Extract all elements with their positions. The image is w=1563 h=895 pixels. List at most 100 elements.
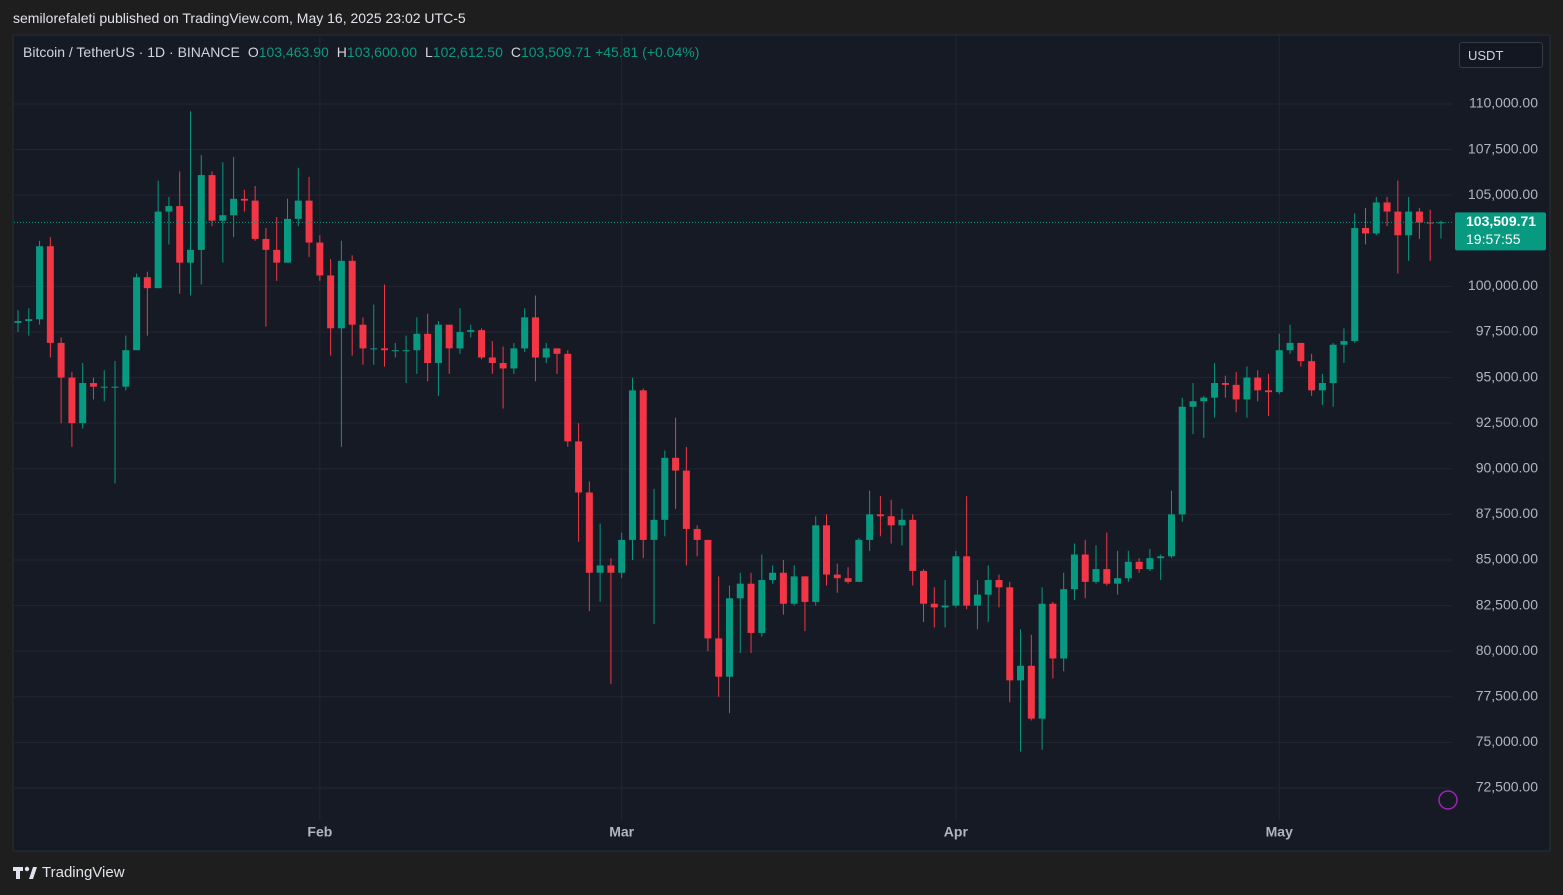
candle-body <box>402 350 410 352</box>
alert-icon[interactable] <box>1438 790 1458 810</box>
candle-body <box>230 198 238 216</box>
candle-body <box>823 525 830 575</box>
candle-body <box>488 357 496 363</box>
candle-body <box>769 572 777 581</box>
candle-body <box>575 441 583 493</box>
candle-body <box>1027 665 1035 719</box>
attribution: semilorefaleti published on TradingView.… <box>13 10 466 26</box>
y-tick-label: 87,500.00 <box>1476 505 1538 521</box>
candle-body <box>1211 383 1219 398</box>
candle-body <box>1124 561 1132 579</box>
candle-body <box>1351 227 1359 342</box>
candle-body <box>1038 603 1046 719</box>
candle-body <box>1157 556 1165 559</box>
candle-body <box>1103 569 1111 584</box>
candle-body <box>1232 384 1240 400</box>
candle-body <box>1200 397 1208 402</box>
y-tick-label: 80,000.00 <box>1476 642 1538 658</box>
candle-body <box>866 514 874 540</box>
y-tick-label: 105,000.00 <box>1468 186 1538 202</box>
candle-body <box>273 249 281 263</box>
candle-body <box>510 348 518 369</box>
candle-body <box>682 470 690 529</box>
candle-body <box>1286 342 1294 351</box>
candle-body <box>1146 558 1154 570</box>
candle-body <box>294 200 302 219</box>
candle-body <box>758 580 766 633</box>
y-tick-label: 90,000.00 <box>1476 459 1538 475</box>
candle-body <box>596 565 604 573</box>
candle-body <box>143 277 151 289</box>
candle-body <box>57 342 65 378</box>
ohlc-value: 102,612.50 <box>432 44 503 60</box>
candle-body <box>812 525 820 602</box>
candle-body <box>1405 211 1413 236</box>
x-tick-label: Apr <box>944 824 969 840</box>
candle-body <box>1415 211 1423 223</box>
candle-body <box>89 383 97 387</box>
candle-body <box>122 350 130 387</box>
y-tick-label: 97,500.00 <box>1476 323 1538 339</box>
candle-body <box>165 206 173 212</box>
chart-panel <box>12 34 1551 852</box>
candle-body <box>467 330 475 332</box>
candle-body <box>434 324 442 363</box>
candle-body <box>1308 361 1316 391</box>
candle-body <box>197 175 205 250</box>
candle-body <box>628 390 636 540</box>
ohlc-value: 103,600.00 <box>346 44 417 60</box>
candle-body <box>499 362 507 369</box>
y-tick-label: 85,000.00 <box>1476 551 1538 567</box>
candle-body <box>1437 222 1445 224</box>
candle-body <box>25 319 33 322</box>
candle-body <box>14 321 22 323</box>
candle-body <box>952 556 960 606</box>
candle-body <box>327 275 335 329</box>
candle-body <box>1362 227 1369 234</box>
candle-body <box>725 598 733 677</box>
symbol-title: Bitcoin / TetherUS · 1D · BINANCE <box>23 44 240 60</box>
candle-body <box>995 580 1003 588</box>
candle-body <box>381 348 389 351</box>
candle-body <box>650 519 658 540</box>
candle-body <box>844 578 852 582</box>
candle-body <box>1178 406 1186 515</box>
candle-body <box>941 605 949 608</box>
candle-body <box>801 576 809 602</box>
candle-body <box>973 594 981 606</box>
candle-body <box>370 348 378 350</box>
candle-body <box>790 576 798 604</box>
y-tick-label: 77,500.00 <box>1476 687 1538 703</box>
candle-body <box>1340 341 1348 345</box>
candle-body <box>607 565 615 573</box>
candle-body <box>1264 390 1272 393</box>
candle-body <box>1297 342 1305 362</box>
ohlc-key: O <box>247 44 259 60</box>
candle-body <box>1092 569 1100 582</box>
ohlc-value: 103,463.90 <box>258 44 329 60</box>
candle-body <box>920 570 928 604</box>
candle-body <box>1114 578 1122 584</box>
candle-body <box>445 324 453 349</box>
candle-body <box>521 317 529 349</box>
candle-body <box>348 260 356 325</box>
ohlc-value: 103,509.71 <box>520 44 592 60</box>
candle-body <box>585 492 593 573</box>
ohlc-legend: Bitcoin / TetherUS · 1D · BINANCE O 103,46… <box>23 44 699 60</box>
candle-body <box>1189 401 1197 407</box>
candle-body <box>909 519 917 571</box>
candle-body <box>672 457 680 471</box>
candle-body <box>876 514 884 517</box>
currency-button[interactable]: USDT <box>1459 42 1543 68</box>
candle-body <box>316 242 324 276</box>
candle-body <box>36 246 44 320</box>
tv-logo <box>13 866 37 879</box>
candle-body <box>1017 665 1025 681</box>
candle-body <box>1221 383 1229 385</box>
candle-body <box>176 206 184 263</box>
candle-body <box>639 390 647 540</box>
candle-body <box>1167 514 1175 557</box>
candle-body <box>1394 211 1402 236</box>
